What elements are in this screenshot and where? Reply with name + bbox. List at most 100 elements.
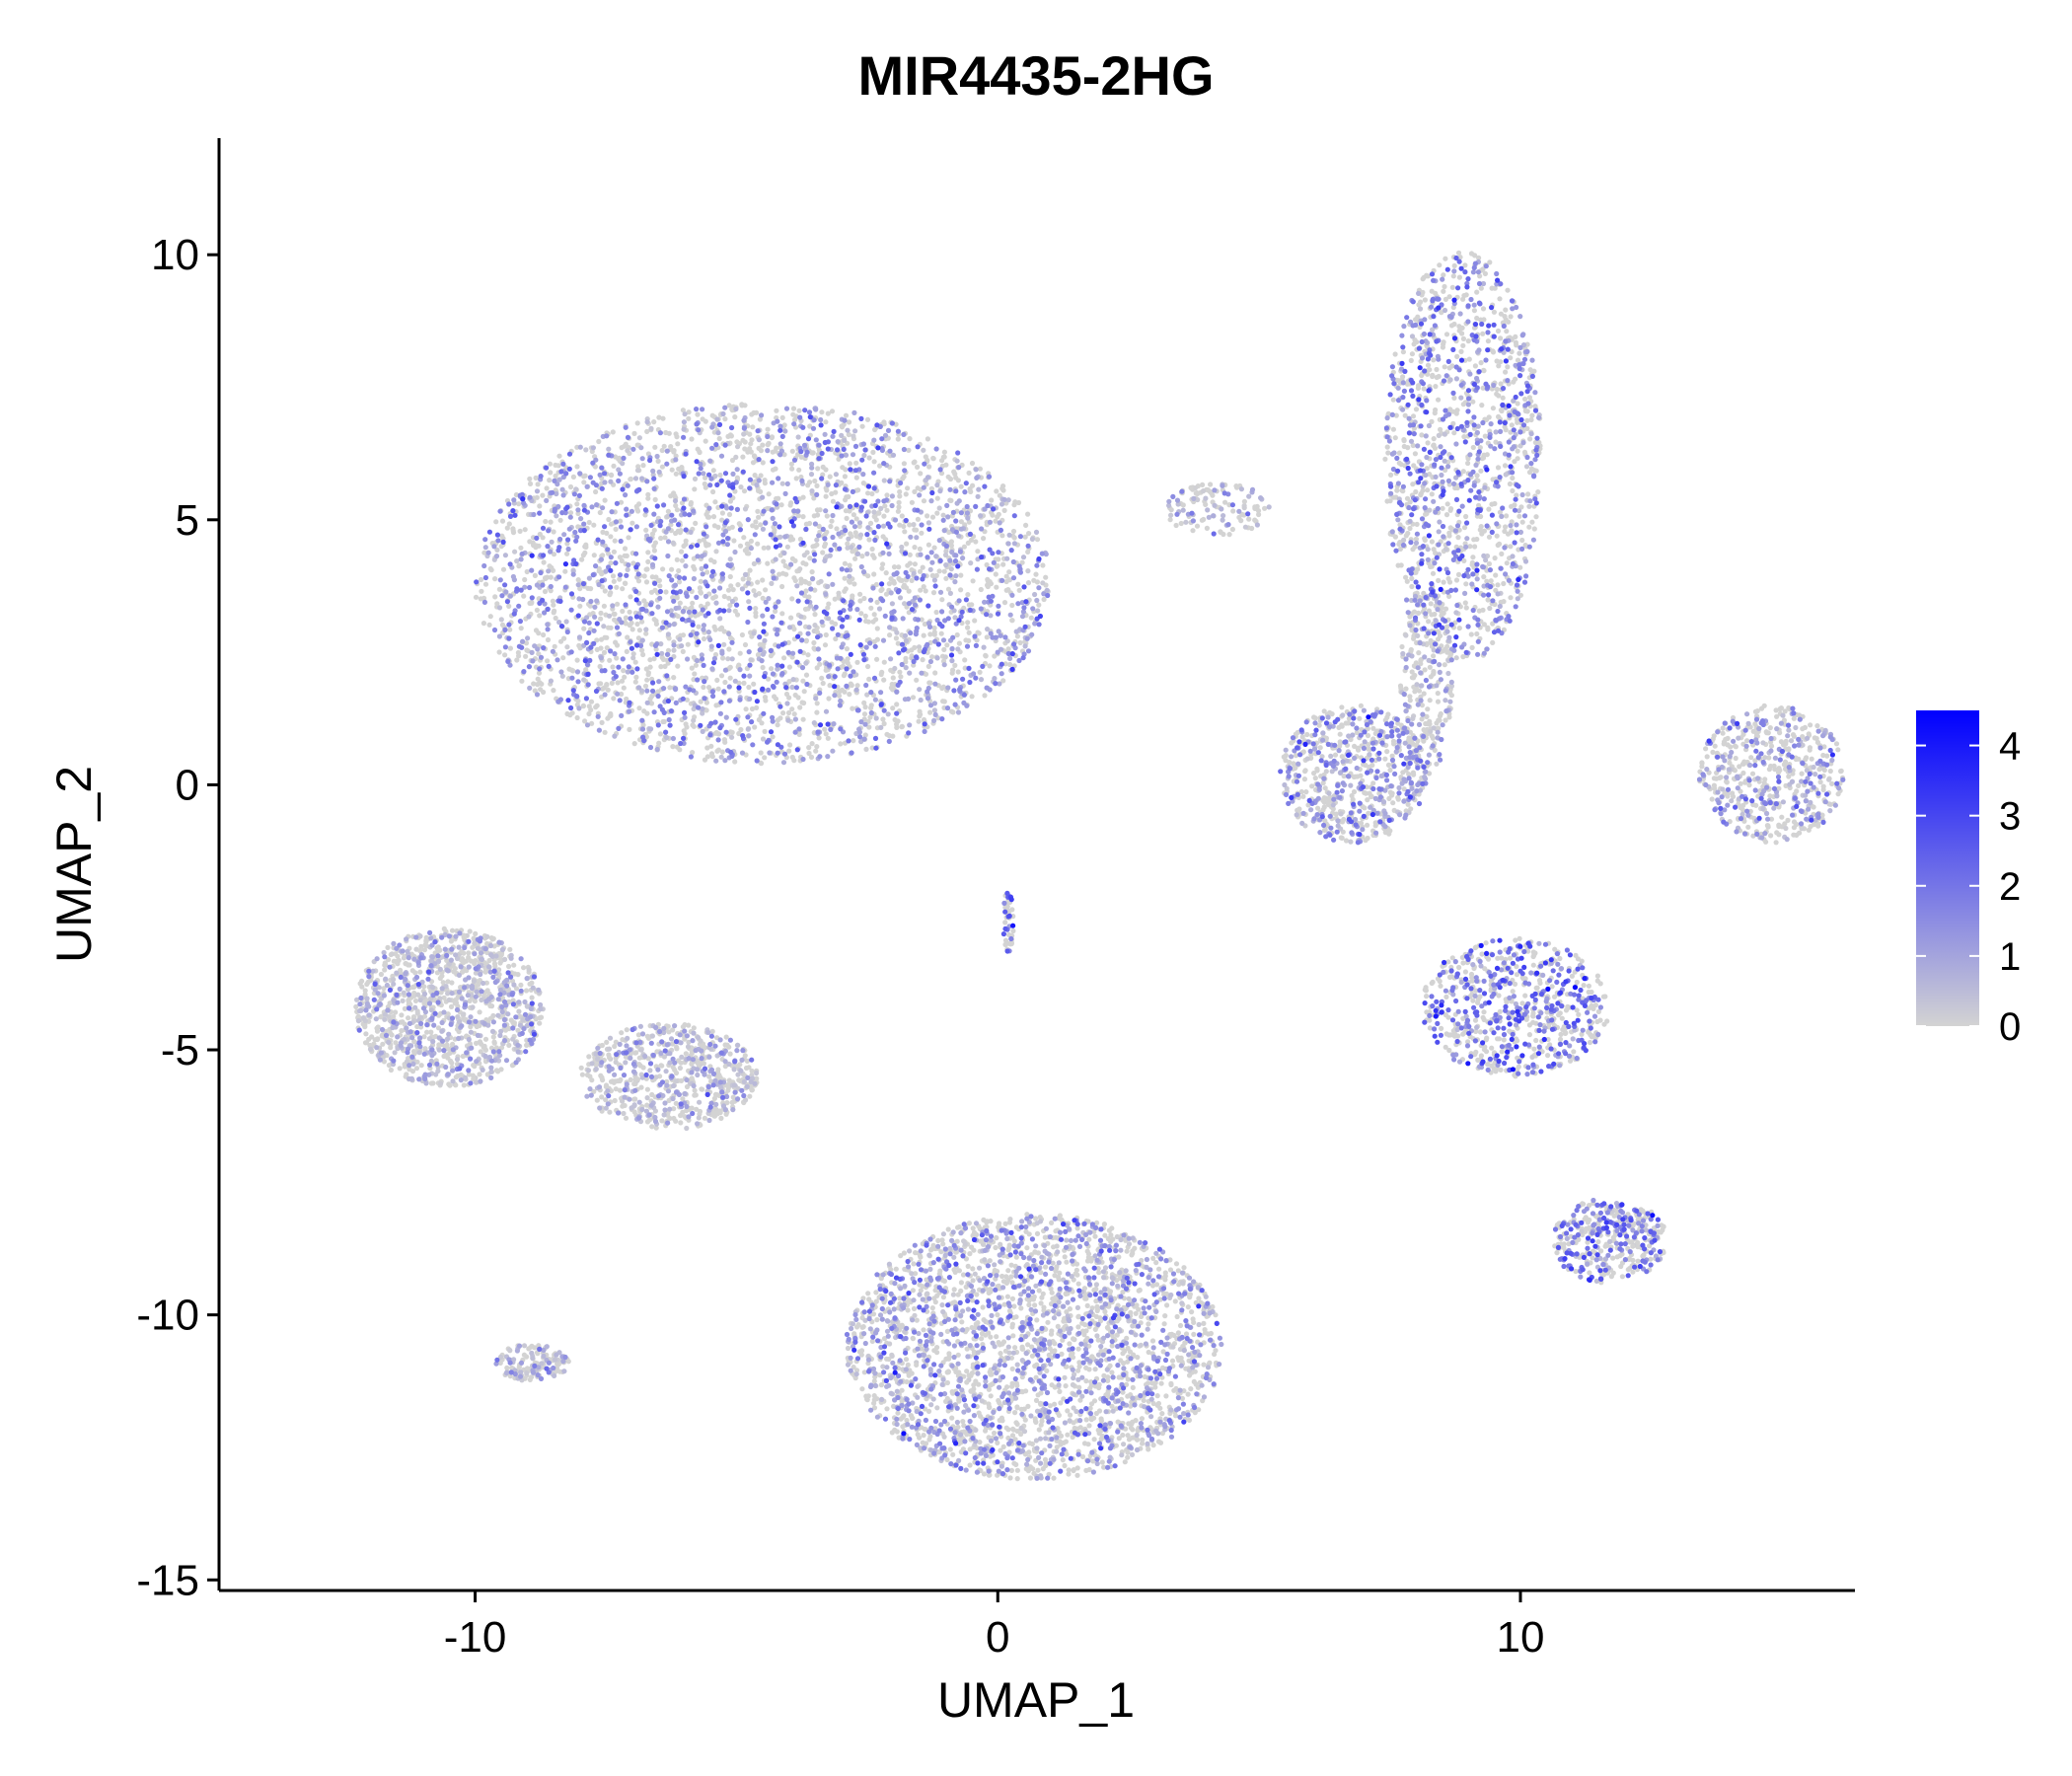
cluster-left-middle-2-point [683, 1051, 689, 1057]
cluster-top-left-large-point [622, 443, 628, 449]
cluster-left-middle-point [399, 1012, 405, 1018]
cluster-top-left-large-point [829, 518, 835, 524]
cluster-left-middle-point [378, 971, 384, 978]
cluster-top-right-tall-point [1502, 463, 1509, 469]
cluster-top-left-large-point [688, 499, 695, 506]
cluster-top-left-large-point [850, 705, 855, 711]
cluster-top-right-tall-point [1501, 599, 1507, 605]
cluster-left-middle-point [529, 980, 535, 986]
cluster-top-left-large-point [574, 464, 580, 470]
cluster-right-middle-point [1483, 940, 1489, 946]
cluster-top-left-large-point [968, 537, 975, 544]
cluster-top-left-large-point [801, 689, 807, 695]
cluster-top-left-large-point [789, 555, 796, 561]
cluster-far-right-point [1720, 730, 1726, 736]
cluster-top-left-large-point [529, 600, 535, 606]
cluster-right-stem-point [1431, 653, 1437, 659]
cluster-top-left-large-point [718, 673, 725, 679]
cluster-top-left-large-point [555, 463, 561, 469]
cluster-top-left-large-point [721, 737, 728, 743]
cluster-top-left-large-point [676, 567, 682, 574]
cluster-top-left-large-point [777, 715, 783, 721]
cluster-left-middle-2-point [604, 1039, 610, 1045]
cluster-top-right-tall-point [1519, 537, 1525, 544]
cluster-middle-right-point [1322, 795, 1329, 801]
cluster-left-middle-2-point [578, 1065, 584, 1071]
cluster-top-left-large-point [676, 466, 682, 472]
cluster-far-right-point [1785, 817, 1791, 824]
cluster-top-right-tall-point [1504, 329, 1510, 334]
cluster-top-left-large-point [697, 585, 703, 591]
cluster-top-right-tall-point [1503, 524, 1509, 530]
cluster-top-left-large-point [642, 512, 648, 518]
cluster-top-left-large-point [478, 576, 484, 583]
cluster-top-left-large-point [608, 472, 615, 478]
cluster-top-left-large-point [857, 598, 863, 604]
cluster-top-right-tall-point [1431, 547, 1437, 553]
cluster-top-right-tall-point [1472, 544, 1478, 550]
cluster-left-middle-point [382, 967, 388, 973]
cluster-top-left-large-point [662, 535, 668, 541]
cluster-top-left-large-point [598, 636, 605, 642]
cluster-top-right-tall-point [1503, 369, 1509, 375]
cluster-top-left-large-point [894, 724, 900, 731]
cluster-top-left-large-point [591, 553, 597, 558]
cluster-far-right-point [1808, 824, 1813, 830]
cluster-top-left-large-point [808, 450, 815, 456]
cluster-top-left-large-point [735, 582, 741, 588]
cluster-far-right-point [1804, 755, 1810, 761]
cluster-middle-right-point [1338, 835, 1344, 841]
cluster-top-left-large-point [663, 429, 669, 436]
cluster-top-left-large-point [836, 590, 842, 596]
cluster-top-right-tall-point [1425, 440, 1431, 446]
cluster-top-left-large-point [648, 701, 655, 706]
cluster-top-left-large-point [1011, 502, 1017, 508]
cluster-top-left-large-point [740, 576, 746, 582]
cluster-left-middle-point [506, 963, 512, 970]
cluster-top-left-large-point [966, 629, 972, 635]
cluster-left-middle-point [393, 1009, 399, 1015]
cluster-far-right-point [1794, 821, 1800, 828]
cluster-top-left-large-point [619, 678, 626, 684]
cluster-top-left-large-point [993, 518, 999, 524]
cluster-top-left-large-point [690, 600, 696, 606]
cluster-top-left-large-point [1001, 600, 1008, 606]
cluster-top-right-tall-point [1498, 335, 1504, 341]
cluster-top-left-large-point [782, 562, 788, 569]
cluster-top-left-large-point [927, 709, 933, 715]
cluster-top-left-large-point [701, 635, 707, 642]
cluster-top-right-tall-point [1396, 541, 1402, 548]
cluster-right-stem-point [1435, 691, 1441, 697]
cluster-left-middle-point [428, 1080, 434, 1086]
cluster-center-small-top-point [1252, 504, 1258, 510]
cluster-far-right-point [1748, 755, 1754, 761]
cluster-top-left-large-point [615, 680, 621, 686]
cluster-top-left-large-point [789, 466, 795, 472]
cluster-top-left-large-point [859, 554, 865, 559]
cluster-top-left-large-point [643, 602, 649, 608]
cluster-right-middle-point [1481, 1009, 1487, 1015]
cluster-top-left-large-point [919, 530, 925, 536]
cluster-top-left-large-point [527, 481, 534, 486]
cluster-top-left-large-point [720, 655, 726, 661]
cluster-top-left-large-point [907, 560, 913, 566]
cluster-top-left-large-point [753, 606, 759, 612]
cluster-top-right-tall-point [1436, 397, 1442, 403]
cluster-top-left-large-point [844, 515, 850, 522]
cluster-far-right-point [1752, 708, 1758, 714]
cluster-top-left-large-point [623, 615, 629, 621]
cluster-top-left-large-point [717, 627, 723, 632]
cluster-top-left-large-point [912, 488, 918, 494]
cluster-top-left-large-point [651, 656, 657, 662]
cluster-right-middle-point [1475, 999, 1481, 1005]
cluster-left-middle-2-point [620, 1103, 626, 1109]
cluster-top-left-large-point [822, 544, 828, 550]
cluster-middle-right-point [1320, 807, 1326, 813]
cluster-right-middle-point [1443, 1044, 1448, 1050]
cluster-top-left-large-point [756, 514, 762, 520]
cluster-top-left-large-point [825, 410, 831, 416]
cluster-top-right-tall-point [1460, 469, 1466, 475]
cluster-top-left-large-point [686, 415, 692, 421]
cluster-top-left-large-point [506, 521, 512, 527]
